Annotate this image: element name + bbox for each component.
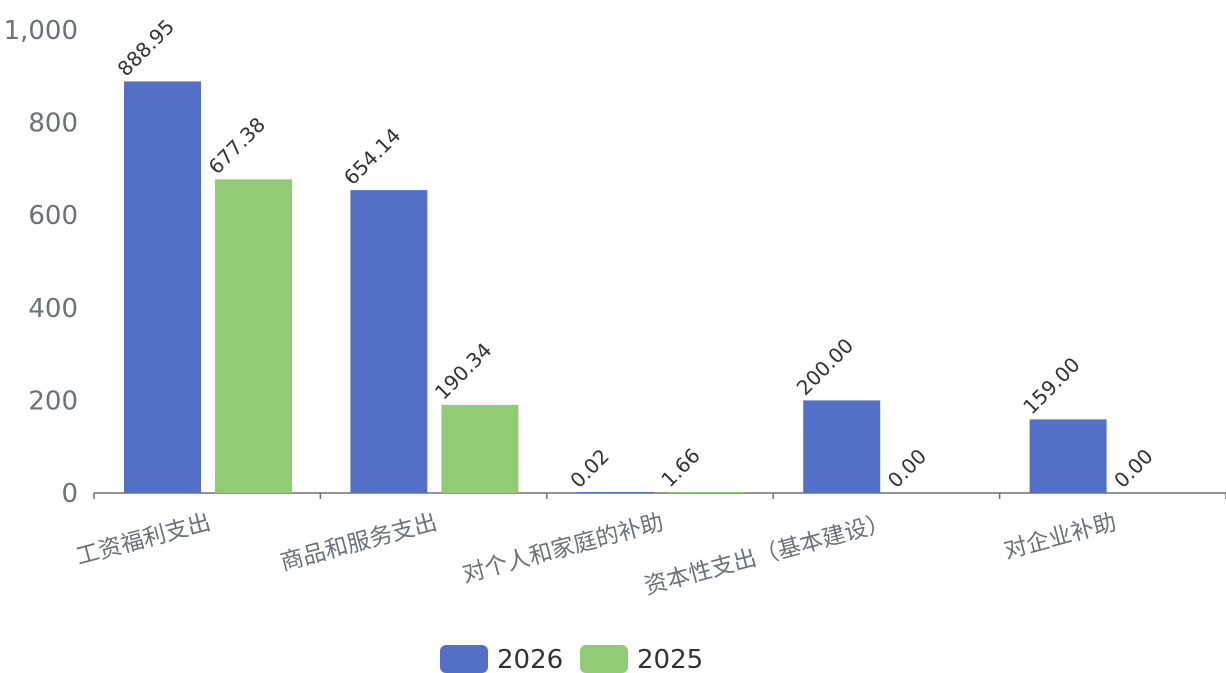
y-tick-label: 400 xyxy=(28,294,78,324)
x-category-label: 工资福利支出 xyxy=(73,509,213,570)
data-label: 0.00 xyxy=(883,444,931,492)
legend-swatch xyxy=(440,645,488,673)
data-label: 159.00 xyxy=(1018,352,1084,418)
legend-label: 2026 xyxy=(497,645,563,673)
legend-item-2025[interactable]: 2025 xyxy=(580,645,703,673)
data-label: 654.14 xyxy=(339,123,405,189)
legend-label: 2025 xyxy=(637,645,703,673)
bar-2025-1[interactable] xyxy=(441,405,518,493)
data-label: 677.38 xyxy=(204,112,270,178)
data-label: 0.02 xyxy=(565,444,613,492)
y-tick-label: 1,000 xyxy=(4,16,78,46)
bar-2026-1[interactable] xyxy=(350,190,427,493)
x-category-label: 商品和服务支出 xyxy=(278,509,440,576)
bars xyxy=(124,81,1107,493)
y-tick-label: 200 xyxy=(28,386,78,416)
y-tick-label: 800 xyxy=(28,109,78,139)
y-tick-label: 0 xyxy=(61,479,78,509)
bar-2026-4[interactable] xyxy=(1030,419,1107,493)
data-label: 190.34 xyxy=(430,338,496,404)
data-label: 200.00 xyxy=(792,333,858,399)
bar-2025-0[interactable] xyxy=(215,179,292,493)
bar-2025-2[interactable] xyxy=(668,492,745,493)
x-axis: 工资福利支出 商品和服务支出对个人和家庭的补助资本性支出（基本建设） 对企业补助 xyxy=(73,493,1226,600)
data-label: 888.95 xyxy=(113,14,179,80)
legend-swatch xyxy=(580,645,628,673)
x-category-label: 资本性支出（基本建设） xyxy=(642,509,893,600)
legend[interactable]: 2026 2025 xyxy=(440,645,703,673)
x-category-label: 对企业补助 xyxy=(1001,509,1119,564)
y-axis: 0 200 400 600 800 1,000 xyxy=(4,16,78,509)
data-label: 1.66 xyxy=(656,443,704,491)
x-category-label: 对个人和家庭的补助 xyxy=(460,509,667,588)
bar-2026-2[interactable] xyxy=(577,492,654,493)
bar-2026-0[interactable] xyxy=(124,81,201,493)
data-label: 0.00 xyxy=(1109,444,1157,492)
bar-2026-3[interactable] xyxy=(803,400,880,493)
y-tick-label: 600 xyxy=(28,201,78,231)
legend-item-2026[interactable]: 2026 xyxy=(440,645,563,673)
